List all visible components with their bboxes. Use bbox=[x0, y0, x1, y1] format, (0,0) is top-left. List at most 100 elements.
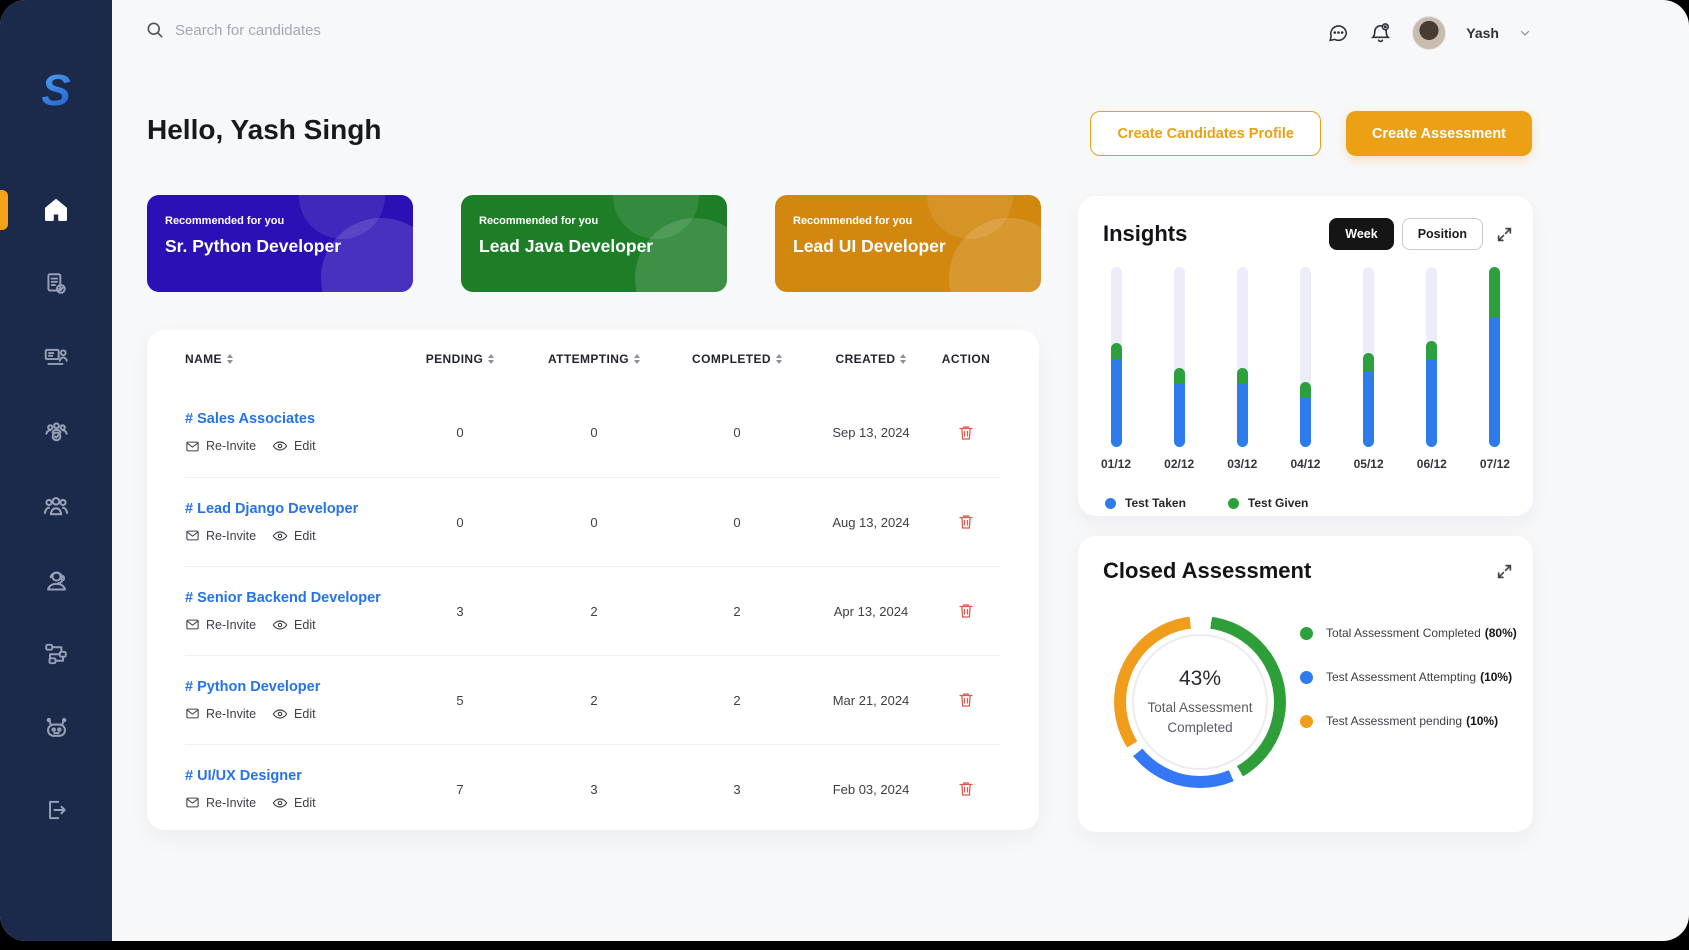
pending-value: 0 bbox=[456, 514, 464, 530]
sidebar: S bbox=[0, 0, 112, 941]
sidebar-item-assessments[interactable] bbox=[0, 260, 112, 308]
expand-icon bbox=[1497, 564, 1512, 578]
insights-bar-chart: 01/12 02/12 03/12 04/12 05/12 06/12 07/12 bbox=[1078, 267, 1533, 471]
delete-button[interactable] bbox=[957, 424, 975, 442]
closed-legend: Total Assessment Completed (80%) Test Ass… bbox=[1300, 626, 1517, 728]
reinvite-button[interactable]: Re-Invite bbox=[185, 439, 256, 454]
delete-button[interactable] bbox=[957, 780, 975, 798]
bell-icon bbox=[1371, 22, 1391, 42]
card-eyebrow: Recommended for you bbox=[793, 215, 913, 227]
search-bar bbox=[145, 20, 495, 40]
bar-label: 05/12 bbox=[1353, 457, 1384, 471]
assessment-link[interactable]: # Lead Django Developer bbox=[185, 500, 359, 517]
assessment-link[interactable]: # Python Developer bbox=[185, 678, 321, 695]
expand-icon bbox=[1497, 227, 1512, 241]
legend-completed: Total Assessment Completed (80%) bbox=[1300, 626, 1517, 640]
bar-01/12: 01/12 bbox=[1094, 267, 1138, 471]
card-title: Lead Java Developer bbox=[479, 236, 654, 256]
interview-icon bbox=[44, 348, 68, 365]
sidebar-item-team-check[interactable] bbox=[0, 408, 112, 456]
chevron-down-icon[interactable] bbox=[1519, 27, 1531, 39]
sidebar-item-interviews[interactable] bbox=[0, 334, 112, 382]
search-input[interactable] bbox=[175, 21, 495, 39]
closed-assessment-panel: Closed Assessment 43% Total Assessment C… bbox=[1078, 536, 1533, 832]
blue-dot-icon bbox=[1300, 670, 1313, 684]
position-toggle[interactable]: Position bbox=[1401, 218, 1483, 250]
sidebar-item-home[interactable] bbox=[0, 186, 112, 234]
card-title: Lead UI Developer bbox=[793, 236, 946, 256]
sidebar-item-logout[interactable] bbox=[0, 786, 112, 834]
edit-button[interactable]: Edit bbox=[272, 706, 316, 722]
completed-value: 2 bbox=[733, 692, 741, 708]
reinvite-button[interactable]: Re-Invite bbox=[185, 706, 256, 721]
delete-button[interactable] bbox=[957, 513, 975, 531]
column-header-name[interactable]: NAME bbox=[185, 352, 395, 366]
edit-button[interactable]: Edit bbox=[272, 617, 316, 633]
user-avatar[interactable] bbox=[1412, 16, 1447, 50]
column-header-created[interactable]: CREATED bbox=[811, 352, 931, 366]
legend-test-taken: Test Taken bbox=[1105, 496, 1186, 510]
bar-label: 06/12 bbox=[1416, 457, 1447, 471]
header-actions: Create Candidates Profile Create Assessm… bbox=[1090, 111, 1532, 156]
bar-label: 04/12 bbox=[1290, 457, 1321, 471]
eye-icon bbox=[272, 797, 288, 808]
table-body: # Sales Associates Re-Invite Edit 0 0 0 Sep 13… bbox=[185, 388, 1001, 833]
recommended-cards: Recommended for you Sr. Python Developer… bbox=[147, 195, 1041, 292]
assessment-link[interactable]: # Senior Backend Developer bbox=[185, 589, 381, 606]
reinvite-button[interactable]: Re-Invite bbox=[185, 528, 256, 543]
edit-button[interactable]: Edit bbox=[272, 528, 316, 544]
bar-03/12: 03/12 bbox=[1220, 267, 1264, 471]
trash-icon bbox=[959, 425, 973, 440]
eye-icon bbox=[272, 441, 288, 451]
team-check-icon bbox=[44, 421, 68, 441]
attempting-value: 2 bbox=[590, 603, 598, 619]
table-row: # Lead Django Developer Re-Invite Edit 0 0 0 A… bbox=[185, 477, 1001, 566]
column-header-completed[interactable]: COMPLETED bbox=[663, 352, 811, 366]
trash-icon bbox=[959, 782, 973, 796]
created-value: Feb 03, 2024 bbox=[832, 781, 910, 797]
search-icon bbox=[147, 22, 163, 38]
closed-donut-chart: 43% Total Assessment Completed bbox=[1114, 616, 1286, 788]
page-title: Hello, Yash Singh bbox=[147, 114, 382, 145]
insights-expand-button[interactable] bbox=[1496, 226, 1513, 243]
create-assessment-button[interactable]: Create Assessment bbox=[1345, 111, 1532, 156]
table-row: # Senior Backend Developer Re-Invite Edit 3… bbox=[185, 566, 1001, 655]
users-icon bbox=[43, 497, 69, 516]
bar-label: 02/12 bbox=[1164, 457, 1195, 471]
notifications-button[interactable] bbox=[1369, 22, 1392, 45]
donut-label: Total Assessment Completed bbox=[1147, 699, 1253, 735]
delete-button[interactable] bbox=[957, 691, 975, 709]
reinvite-button[interactable]: Re-Invite bbox=[185, 617, 256, 632]
edit-button[interactable]: Edit bbox=[272, 438, 316, 454]
insights-legend: Test Taken Test Given bbox=[1078, 496, 1533, 510]
sidebar-item-workflow[interactable] bbox=[0, 630, 112, 678]
recommended-card-ui[interactable]: Recommended for you Lead UI Developer bbox=[775, 195, 1041, 292]
robot-icon bbox=[46, 717, 66, 737]
assessments-table: NAME PENDING ATTEMPTING COMPLETED CREATE… bbox=[147, 330, 1039, 830]
sidebar-item-candidates[interactable] bbox=[0, 482, 112, 530]
messages-button[interactable] bbox=[1327, 22, 1349, 44]
bar-06/12: 06/12 bbox=[1410, 267, 1454, 471]
recommended-card-java[interactable]: Recommended for you Lead Java Developer bbox=[461, 195, 727, 292]
delete-button[interactable] bbox=[957, 602, 975, 620]
envelope-icon bbox=[186, 441, 199, 451]
bar-04/12: 04/12 bbox=[1283, 267, 1327, 471]
table-row: # UI/UX Designer Re-Invite Edit 7 3 3 Feb 03, … bbox=[185, 744, 1001, 833]
closed-expand-button[interactable] bbox=[1496, 563, 1513, 580]
edit-button[interactable]: Edit bbox=[272, 795, 316, 811]
sidebar-item-bot[interactable] bbox=[0, 704, 112, 752]
user-name: Yash bbox=[1466, 25, 1499, 41]
reinvite-button[interactable]: Re-Invite bbox=[185, 795, 256, 810]
column-header-pending[interactable]: PENDING bbox=[395, 352, 525, 366]
recommended-card-python[interactable]: Recommended for you Sr. Python Developer bbox=[147, 195, 413, 292]
assessment-link[interactable]: # UI/UX Designer bbox=[185, 767, 302, 784]
assessment-link[interactable]: # Sales Associates bbox=[185, 411, 316, 427]
trash-icon bbox=[959, 515, 973, 529]
pending-value: 7 bbox=[456, 781, 464, 797]
column-header-attempting[interactable]: ATTEMPTING bbox=[525, 352, 663, 366]
sidebar-item-support[interactable] bbox=[0, 556, 112, 604]
week-toggle[interactable]: Week bbox=[1329, 218, 1394, 250]
attempting-value: 0 bbox=[590, 425, 598, 440]
app-logo[interactable]: S bbox=[0, 66, 112, 116]
create-candidates-profile-button[interactable]: Create Candidates Profile bbox=[1090, 111, 1321, 156]
